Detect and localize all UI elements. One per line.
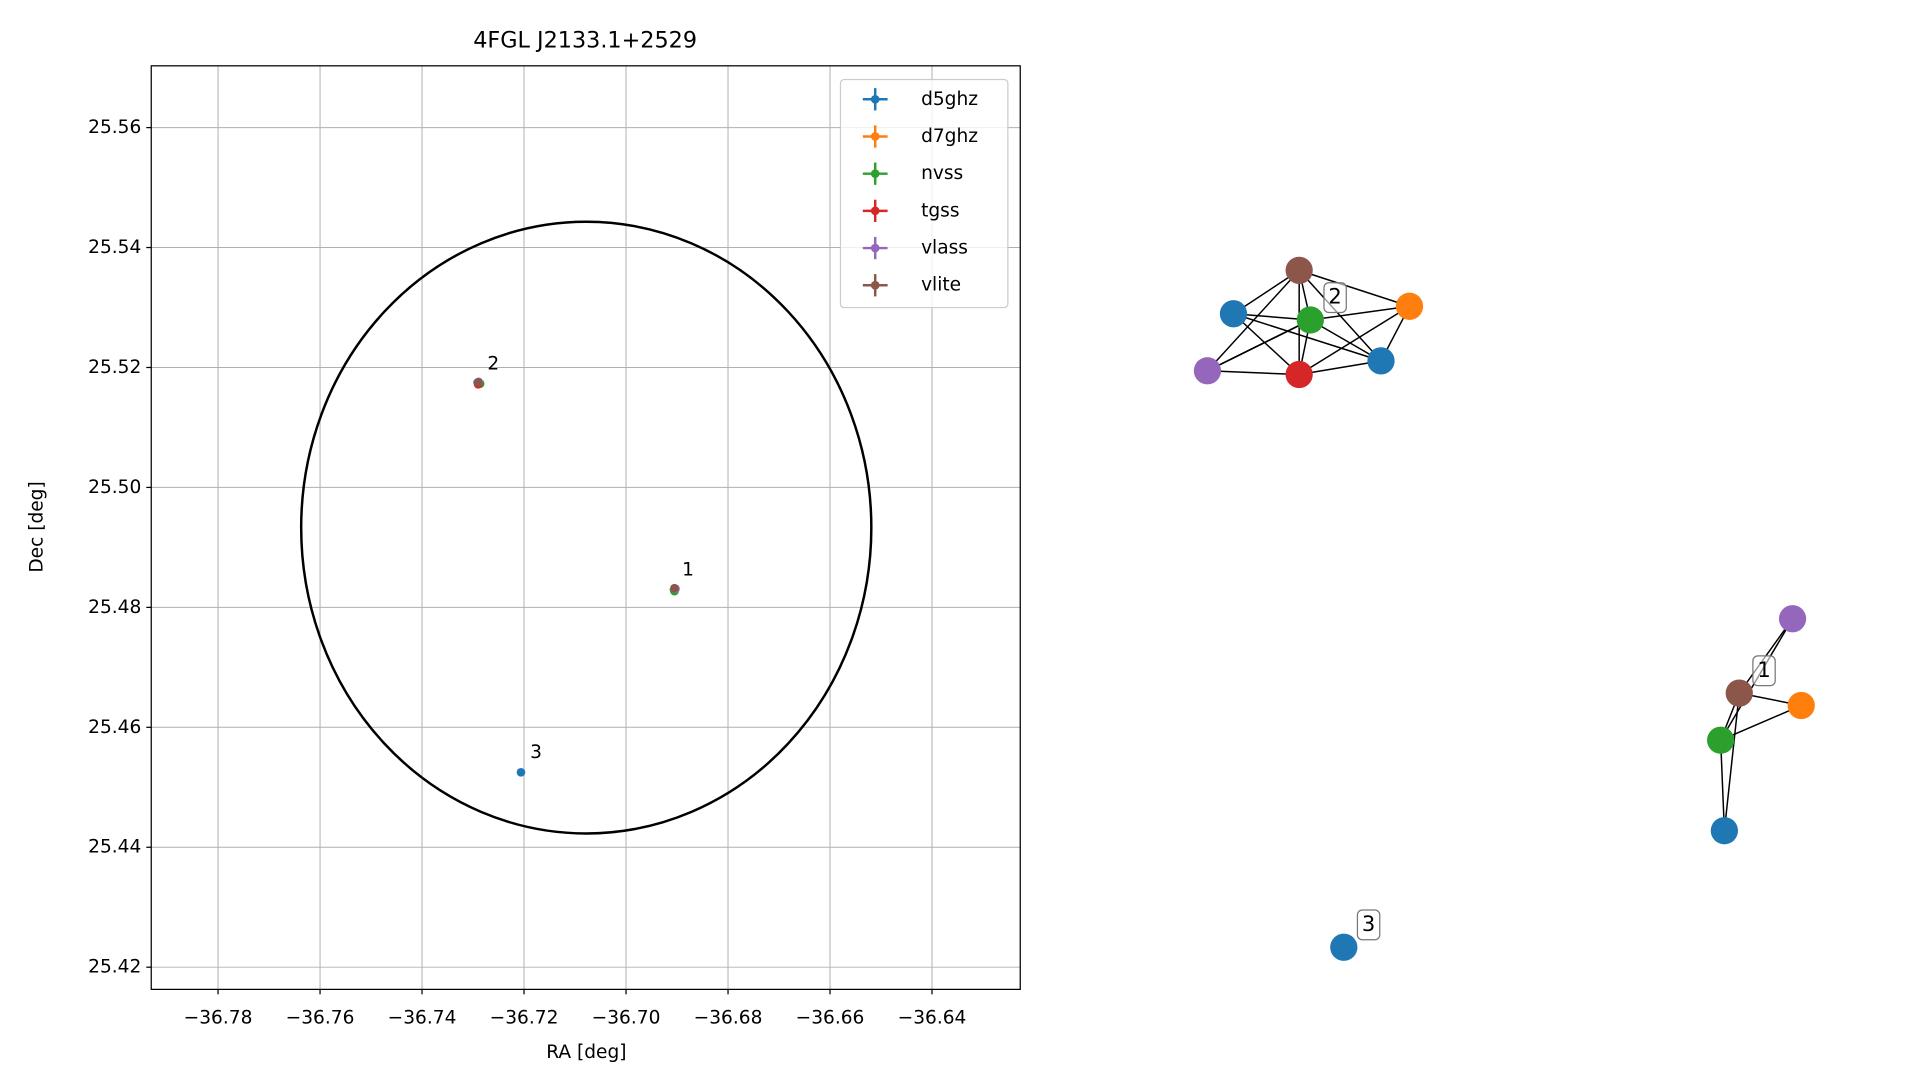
node — [1367, 347, 1395, 375]
edge — [1720, 704, 1802, 741]
node-label: 1 — [1757, 657, 1770, 682]
node — [1778, 605, 1807, 633]
node-label: 3 — [1362, 911, 1375, 936]
node — [1285, 360, 1313, 389]
y-tick-label: 25.42 — [88, 957, 141, 978]
node — [1285, 256, 1313, 285]
legend-marker — [870, 206, 880, 216]
y-tick-label: 25.52 — [88, 357, 141, 378]
node — [1725, 679, 1753, 707]
x-tick-label: −36.72 — [490, 1007, 559, 1028]
x-tick-label: −36.76 — [286, 1007, 355, 1028]
x-tick-label: −36.68 — [694, 1007, 763, 1028]
node — [1395, 292, 1424, 320]
node — [1193, 357, 1222, 385]
point — [473, 378, 483, 387]
edge — [1723, 693, 1740, 831]
annotation: 2 — [487, 353, 499, 374]
node — [1710, 817, 1739, 845]
legend-marker — [870, 280, 880, 290]
y-tick-label: 25.48 — [88, 597, 141, 618]
node-label-box — [1752, 655, 1776, 687]
legend-label: tgss — [921, 200, 959, 221]
x-axis-label: RA [deg] — [546, 1042, 626, 1063]
edge — [1719, 740, 1726, 831]
point — [516, 767, 526, 777]
y-tick-label: 25.44 — [88, 837, 141, 858]
legend-marker — [870, 243, 880, 253]
node — [1296, 306, 1324, 334]
y-tick-label: 25.56 — [88, 117, 141, 138]
node — [1330, 933, 1358, 961]
y-tick-label: 25.50 — [88, 477, 141, 498]
legend-label: vlass — [921, 238, 968, 259]
legend-marker — [870, 132, 880, 141]
y-tick-label: 25.54 — [88, 237, 141, 258]
legend-label: nvss — [921, 163, 963, 184]
legend-box — [839, 78, 1009, 309]
region — [299, 220, 873, 835]
edge — [1298, 269, 1410, 308]
legend-label: vlite — [921, 275, 961, 296]
edge — [1207, 319, 1311, 372]
annotation: 1 — [682, 560, 694, 581]
edge — [1232, 313, 1300, 376]
node — [1219, 300, 1248, 328]
plot-frame — [150, 65, 1021, 990]
node — [1707, 726, 1735, 754]
edge — [1299, 360, 1382, 376]
point — [670, 583, 679, 593]
node-label: 2 — [1328, 284, 1341, 309]
edge — [1310, 305, 1410, 321]
node-label-box — [1323, 282, 1347, 314]
node-label-box — [1356, 909, 1381, 941]
edge — [1207, 370, 1300, 376]
x-tick-label: −36.78 — [184, 1007, 253, 1028]
y-tick-label: 25.46 — [88, 717, 141, 738]
node — [1787, 691, 1815, 720]
legend-label: d5ghz — [921, 89, 978, 110]
y-axis-label: Dec [deg] — [27, 481, 48, 572]
x-tick-label: −36.74 — [388, 1007, 457, 1028]
legend-label: d7ghz — [921, 126, 978, 147]
x-tick-label: −36.66 — [796, 1007, 865, 1028]
x-tick-label: −36.64 — [898, 1007, 967, 1028]
chart-title: 4FGL J2133.1+2529 — [473, 28, 697, 54]
annotation: 3 — [530, 742, 542, 763]
legend-marker — [870, 169, 880, 179]
legend-marker — [870, 94, 880, 104]
x-tick-label: −36.70 — [592, 1007, 661, 1028]
edge — [1298, 305, 1410, 376]
